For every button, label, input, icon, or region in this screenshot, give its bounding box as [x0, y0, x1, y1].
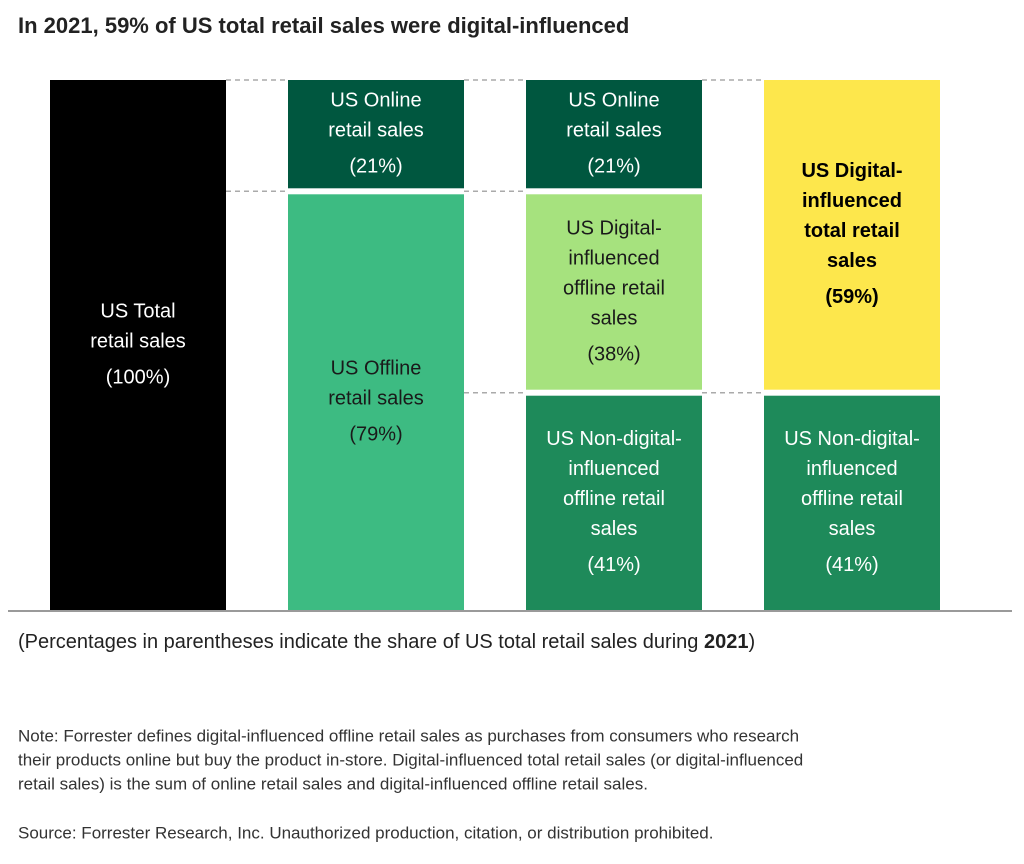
value-label: (38%): [587, 343, 640, 365]
segment-label: US Online: [568, 89, 659, 111]
segment-label: US Online: [330, 89, 421, 111]
segment-label: sales: [591, 518, 638, 540]
value-label: (21%): [349, 155, 402, 177]
segment-label: US Digital-: [566, 217, 662, 239]
segment-label: retail sales: [328, 387, 424, 409]
segment-label: offline retail: [801, 488, 903, 510]
segment: [50, 80, 226, 610]
value-label: (100%): [106, 366, 170, 388]
segment-label: sales: [827, 250, 877, 272]
caption-text: (Percentages in parentheses indicate the…: [18, 631, 704, 653]
segment: [288, 194, 464, 611]
value-label: (41%): [825, 554, 878, 576]
segment-label: total retail: [804, 220, 900, 242]
segment: [526, 80, 702, 189]
note-line: Note: Forrester defines digital-influenc…: [18, 726, 799, 745]
segment-label: offline retail: [563, 488, 665, 510]
segment-label: influenced: [806, 458, 897, 480]
segment-label: influenced: [802, 190, 902, 212]
segment-label: retail sales: [90, 330, 186, 352]
segment-label: retail sales: [328, 119, 424, 141]
segment-label: retail sales: [566, 119, 662, 141]
segment-label: US Total: [100, 300, 175, 322]
segment: [764, 80, 940, 390]
segment-label: US Non-digital-: [784, 428, 920, 450]
segment-label: sales: [829, 518, 876, 540]
segment-label: offline retail: [563, 277, 665, 299]
caption-text: ): [748, 631, 755, 653]
chart-title: In 2021, 59% of US total retail sales we…: [18, 13, 629, 38]
segment-label: influenced: [568, 247, 659, 269]
segment-label: US Non-digital-: [546, 428, 682, 450]
source: Source: Forrester Research, Inc. Unautho…: [18, 823, 713, 842]
value-label: (41%): [587, 554, 640, 576]
note-line: retail sales) is the sum of online retai…: [18, 774, 648, 793]
note-line: their products online but buy the produc…: [18, 750, 803, 769]
caption-year: 2021: [704, 631, 749, 653]
caption: (Percentages in parentheses indicate the…: [18, 631, 755, 653]
segment: [526, 395, 702, 610]
value-label: (21%): [587, 155, 640, 177]
segment-label: influenced: [568, 458, 659, 480]
segment: [764, 395, 940, 610]
segment-label: US Offline: [331, 357, 422, 379]
value-label: (79%): [349, 423, 402, 445]
segment-label: US Digital-: [801, 160, 902, 182]
segment: [526, 194, 702, 390]
segment: [288, 80, 464, 189]
segment-label: sales: [591, 307, 638, 329]
value-label: (59%): [825, 286, 878, 308]
